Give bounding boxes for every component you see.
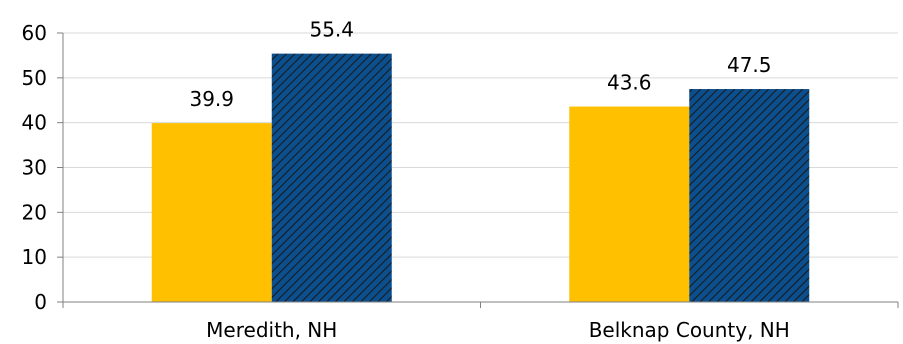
- y-tick-label: 60: [22, 21, 47, 45]
- y-tick-label: 30: [22, 156, 47, 180]
- axes: [57, 32, 899, 308]
- data-label: 43.6: [607, 71, 652, 95]
- y-tick-label: 20: [22, 200, 47, 224]
- bar-series1-1: [151, 123, 272, 303]
- data-label: 47.5: [727, 53, 772, 77]
- labels: 0 10 20 30 40 50 60 39.9 55.4 Meredith, NH 43.6 47.…: [22, 18, 790, 342]
- data-label: 39.9: [189, 87, 234, 111]
- data-label: 55.4: [309, 18, 354, 42]
- bar-series2-2: [689, 89, 810, 303]
- y-tick-label: 0: [34, 290, 47, 314]
- bars: [151, 53, 810, 303]
- y-tick-label: 10: [22, 245, 47, 269]
- category-label: Meredith, NH: [206, 318, 337, 342]
- y-tick-label: 40: [22, 111, 47, 135]
- category-label: Belknap County, NH: [589, 318, 790, 342]
- y-tick-label: 50: [22, 66, 47, 90]
- bar-series2-1: [271, 53, 392, 302]
- bar-series1-2: [569, 106, 690, 302]
